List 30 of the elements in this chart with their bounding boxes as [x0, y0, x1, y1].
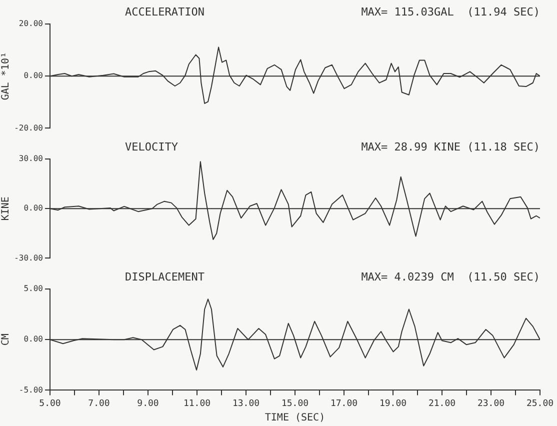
x-tick-label: 7.00 [88, 398, 110, 409]
x-tick-label: 25.00 [526, 398, 554, 409]
y-tick-label: 20.00 [18, 19, 44, 28]
y-tick-label: 0.00 [24, 204, 44, 213]
y-tick-label: -30.00 [14, 253, 44, 262]
y-tick-label: 30.00 [18, 154, 44, 164]
chart-title: DISPLACEMENT [125, 270, 205, 284]
y-tick-label: 0.00 [24, 334, 44, 344]
x-tick-label: 13.00 [232, 398, 260, 409]
x-tick-label: 21.00 [428, 398, 456, 409]
y-axis-title: GAL *10¹ [0, 52, 12, 100]
x-tick-label: 9.00 [137, 398, 159, 409]
y-tick-label: -20.00 [14, 123, 44, 132]
y-tick-label: 0.00 [24, 71, 44, 80]
x-tick-label: 17.00 [330, 398, 358, 409]
x-tick-label: 19.00 [379, 398, 407, 409]
x-tick-label: 23.00 [477, 398, 505, 409]
x-tick-label: 11.00 [183, 398, 211, 409]
x-tick-label: 15.00 [281, 398, 309, 409]
chart-title: ACCELERATION [125, 5, 204, 18]
y-tick-label: -5.00 [18, 385, 44, 394]
text: MAX= 28.99 KINE (11.18 SEC) [361, 140, 540, 154]
x-tick-label: 5.00 [39, 398, 61, 409]
y-axis-title: CM [0, 334, 12, 346]
chart-title: VELOCITY [125, 140, 178, 154]
y-tick-label: 5.00 [24, 284, 44, 294]
x-axis-title: TIME (SEC) [264, 412, 326, 424]
text: MAX= 115.03GAL (11.94 SEC) [361, 5, 540, 18]
y-axis-title: KINE [0, 196, 12, 221]
text: MAX= 4.0239 CM (11.50 SEC) [361, 270, 540, 284]
